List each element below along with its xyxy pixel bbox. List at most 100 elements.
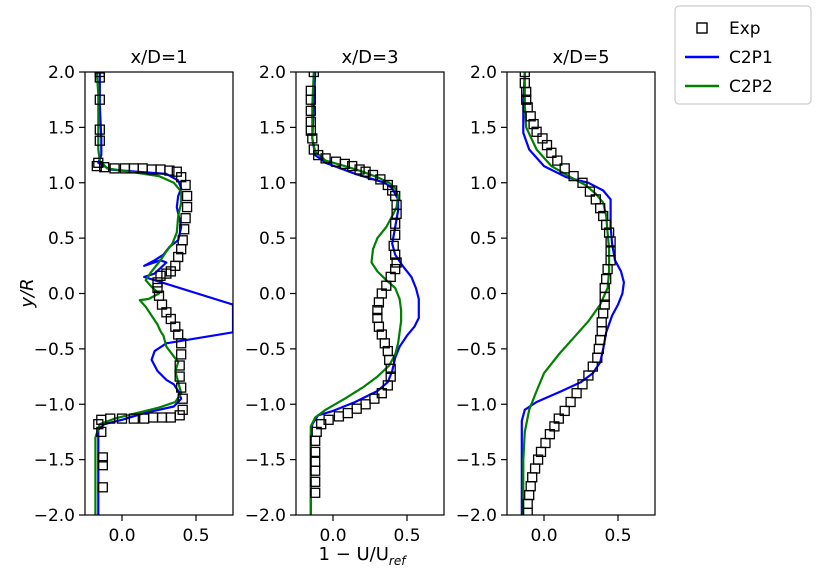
y-tick-label: 2.0	[470, 63, 497, 83]
exp-marker	[568, 170, 579, 182]
y-tick-label: 0.5	[470, 229, 497, 249]
exp-marker	[310, 487, 321, 498]
exp-marker	[152, 282, 163, 294]
series-line-c2p1	[520, 72, 626, 515]
exp-marker	[379, 338, 390, 349]
exp-marker	[116, 413, 128, 424]
exp-marker	[109, 163, 120, 174]
exp-marker	[522, 507, 533, 515]
exp-marker	[152, 277, 163, 288]
series-line-c2p2	[309, 72, 403, 515]
x-tick-label: 0.5	[604, 526, 631, 546]
exp-marker	[577, 379, 588, 390]
exp-marker	[369, 393, 380, 404]
exp-marker	[94, 135, 105, 146]
exp-marker	[177, 404, 188, 415]
exp-marker	[181, 190, 193, 202]
exp-marker	[310, 476, 321, 487]
exp-marker	[387, 185, 398, 196]
exp-marker	[524, 489, 535, 501]
legend-box	[674, 5, 812, 105]
exp-marker	[354, 164, 365, 175]
exp-marker	[177, 393, 188, 404]
x-tick-label: 0.0	[319, 526, 346, 546]
exp-marker	[602, 263, 613, 275]
exp-marker	[164, 165, 175, 176]
exp-marker	[176, 244, 187, 255]
legend-marker-square	[696, 22, 708, 34]
exp-marker	[170, 321, 181, 332]
exp-marker	[535, 446, 547, 458]
x-axis-label: 1 − U/Uref	[319, 544, 408, 568]
exp-marker	[305, 105, 316, 116]
exp-marker	[528, 118, 539, 130]
y-tick-label: −2.0	[456, 506, 497, 526]
exp-marker	[94, 94, 105, 105]
exp-marker	[174, 410, 185, 421]
exp-marker	[180, 213, 191, 224]
exp-marker	[571, 388, 582, 399]
y-tick-label: 0.0	[259, 285, 286, 305]
y-tick-label: 0.5	[259, 229, 286, 249]
exp-marker	[139, 413, 150, 424]
y-tick-label: −0.5	[456, 340, 497, 360]
y-tick-label: 1.5	[259, 118, 286, 138]
exp-marker	[601, 219, 612, 230]
exp-marker	[529, 463, 541, 474]
exp-marker	[521, 86, 532, 98]
exp-marker	[155, 270, 166, 281]
legend-label: C2P2	[729, 77, 773, 97]
exp-marker	[174, 371, 185, 382]
series-line-c2p1	[309, 72, 420, 515]
exp-marker	[559, 163, 570, 174]
legend-label: Exp	[729, 19, 761, 39]
exp-marker	[176, 382, 187, 393]
exp-marker	[372, 304, 383, 316]
exp-marker	[181, 201, 193, 213]
exp-marker	[596, 317, 607, 328]
series-line-c2p2	[94, 72, 183, 515]
exp-marker	[527, 472, 538, 483]
exp-marker	[347, 160, 358, 172]
exp-marker	[333, 411, 345, 422]
exp-marker	[179, 224, 190, 235]
exp-marker	[308, 72, 319, 78]
exp-marker	[584, 186, 596, 197]
x-tick-label: 0.0	[530, 526, 557, 546]
exp-marker	[94, 124, 105, 135]
exp-marker	[305, 94, 316, 105]
exp-marker	[94, 72, 105, 83]
exp-marker	[559, 405, 570, 417]
x-tick-label: 0.5	[393, 526, 420, 546]
exp-marker	[391, 208, 402, 219]
y-tick-label: −1.0	[34, 395, 75, 415]
exp-marker	[165, 412, 176, 423]
exp-marker	[96, 426, 107, 438]
exp-marker	[521, 94, 532, 105]
exp-marker	[161, 268, 172, 279]
exp-marker	[373, 321, 385, 332]
exp-marker	[307, 133, 318, 144]
exp-marker	[351, 403, 362, 414]
axes-frame	[295, 71, 445, 516]
exp-marker	[605, 236, 616, 247]
panel-title: x/D=3	[341, 47, 398, 68]
exp-marker	[525, 111, 536, 122]
exp-marker	[91, 160, 102, 172]
exp-marker	[360, 166, 371, 177]
exp-marker	[577, 177, 588, 188]
exp-marker	[375, 174, 386, 185]
exp-marker	[97, 452, 108, 463]
exp-marker	[313, 149, 324, 161]
y-tick-label: 0.0	[470, 285, 497, 305]
exp-marker	[147, 412, 159, 423]
exp-marker	[373, 297, 385, 308]
exp-marker	[99, 162, 110, 173]
y-tick-label: −2.0	[245, 506, 286, 526]
series-line-c2p2	[522, 72, 611, 515]
exp-marker	[519, 72, 530, 78]
exp-marker	[382, 380, 393, 391]
exp-marker	[390, 218, 401, 229]
y-axis-label: y/R	[17, 278, 38, 308]
